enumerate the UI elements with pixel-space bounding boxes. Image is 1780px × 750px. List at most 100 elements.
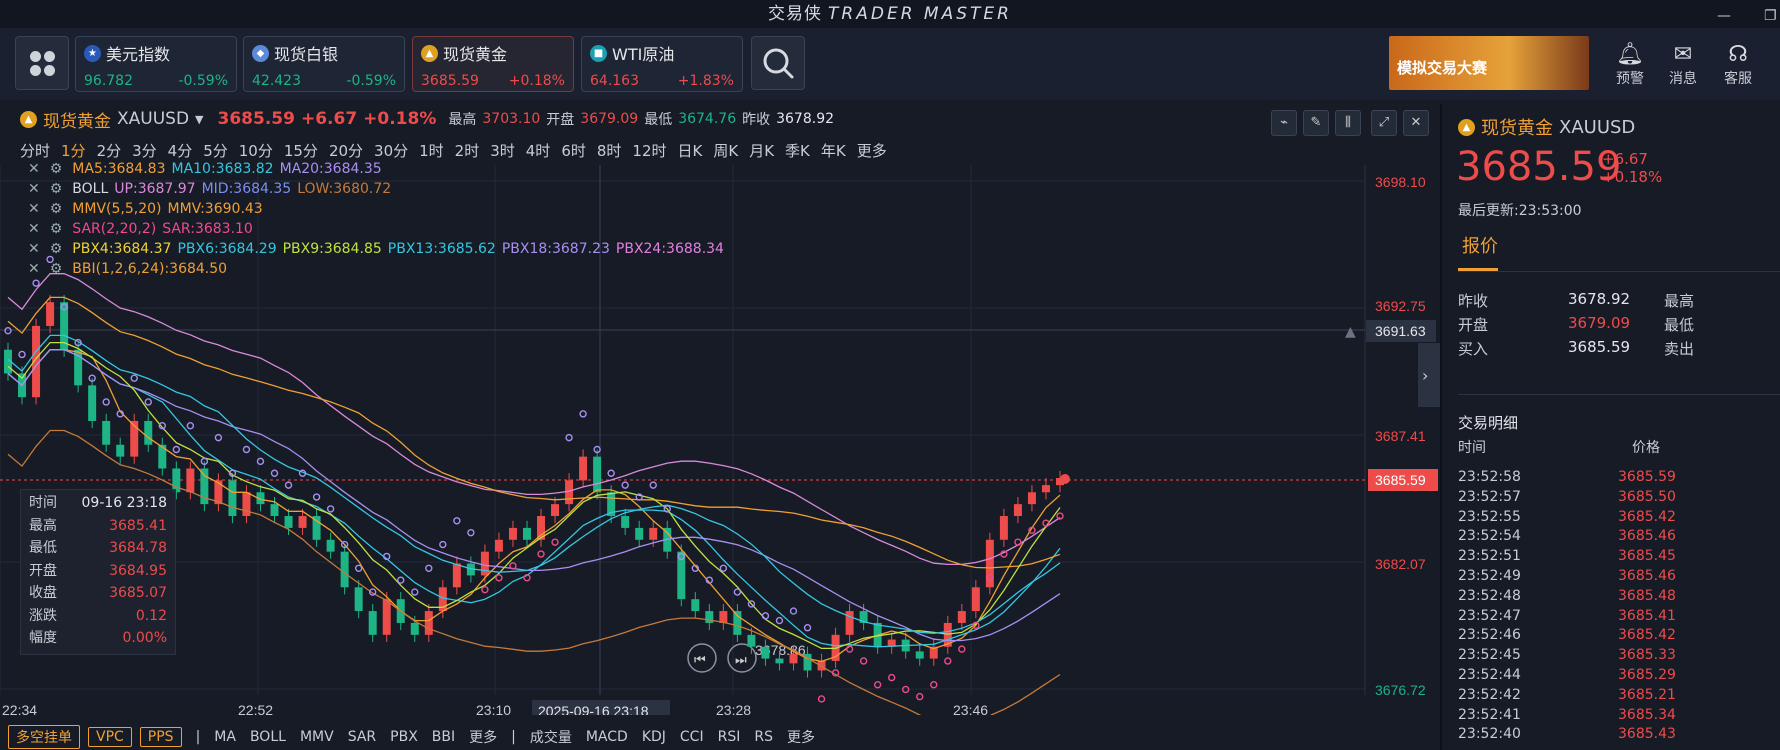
main-indicator-1[interactable]: BOLL <box>249 729 286 745</box>
gear-icon[interactable]: ⚙ <box>49 241 63 257</box>
main-indicator-4[interactable]: PBX <box>390 729 418 745</box>
deals-list[interactable]: 23:52:58 3685.59 23:52:57 3685.50 23:52:55 36… <box>1458 468 1676 745</box>
period-tab[interactable]: 1分 <box>61 142 86 160</box>
sar-dot <box>74 338 82 347</box>
sub-indicator-6[interactable]: 更多 <box>786 730 815 746</box>
tab-quote[interactable]: 报价 <box>1462 236 1498 257</box>
period-tab[interactable]: 1时 <box>419 142 444 160</box>
gear-icon[interactable]: ⚙ <box>49 201 63 217</box>
period-tab[interactable]: 年K <box>820 142 846 160</box>
candle-body <box>102 420 111 445</box>
period-tab[interactable]: 4时 <box>525 142 551 160</box>
deal-row: 23:52:55 3685.42 <box>1458 508 1676 528</box>
draw-pen-icon[interactable]: ✎ <box>1303 110 1329 136</box>
sar-dot <box>186 422 195 430</box>
candle-body <box>957 611 966 623</box>
ticker-silver[interactable]: ◆ 现货白银 42.423 -0.59% <box>243 36 405 92</box>
period-tab[interactable]: 15分 <box>283 142 318 160</box>
gear-icon[interactable]: ⚙ <box>49 161 63 177</box>
period-tab[interactable]: 周K <box>713 142 739 160</box>
expand-panel-handle[interactable] <box>1418 343 1440 407</box>
next-icon-glyph[interactable]: ⏭ <box>735 653 747 668</box>
next-icon[interactable] <box>727 643 757 673</box>
sub-indicator-3[interactable]: CCI <box>679 729 704 745</box>
symbol-code[interactable]: XAUUSD <box>117 109 190 129</box>
chart-header: ▲ 现货黄金 XAUUSD ▼ 3685.59 +6.67 +0.18% 最高 37… <box>0 104 1436 134</box>
main-indicator-2[interactable]: MMV <box>299 729 334 745</box>
gear-icon[interactable]: ⚙ <box>49 181 63 197</box>
deal-price: 3685.59 <box>1618 469 1676 485</box>
toggle-pps[interactable]: PPS <box>139 727 182 747</box>
main-indicator-6[interactable]: 更多 <box>469 730 498 746</box>
close-icon[interactable]: ✕ <box>28 221 40 237</box>
period-tab[interactable]: 更多 <box>856 142 887 160</box>
period-tab[interactable]: 6时 <box>561 142 586 160</box>
period-tab[interactable]: 20分 <box>328 142 364 160</box>
sub-indicator-2[interactable]: KDJ <box>641 729 666 745</box>
indicator-icon[interactable]: ⌁ <box>1271 110 1297 136</box>
sar-dot <box>425 564 433 572</box>
close-icon[interactable]: ✕ <box>28 201 40 217</box>
gear-icon[interactable]: ⚙ <box>49 261 63 277</box>
bell-icon[interactable]: ▲ <box>1345 324 1356 340</box>
period-tab[interactable]: 12时 <box>632 142 667 160</box>
deals-title: 交易明细 <box>1458 414 1519 432</box>
expand-icon[interactable]: ⤢ <box>1371 110 1397 136</box>
candle-type-icon[interactable]: ⫼ <box>1335 110 1361 136</box>
alert-button[interactable]: 🔔︎ 预警 <box>1605 42 1655 88</box>
period-tab[interactable]: 5分 <box>203 142 228 160</box>
prev-icon[interactable] <box>687 643 717 673</box>
legend-value: BOLL <box>72 181 109 197</box>
deal-row: 23:52:42 3685.21 <box>1458 686 1676 706</box>
period-tab[interactable]: 季K <box>785 142 810 160</box>
message-button[interactable]: ✉ 消息 <box>1658 42 1708 88</box>
sub-indicator-0[interactable]: 成交量 <box>529 730 572 746</box>
ticker-wti-oil[interactable]: ■ WTI原油 64.163 +1.83% <box>581 36 743 92</box>
period-tab[interactable]: 8时 <box>596 142 622 160</box>
gear-icon[interactable]: ⚙ <box>49 221 63 237</box>
candle-body <box>186 468 195 493</box>
period-tab[interactable]: 月K <box>749 142 775 160</box>
sub-indicator-1[interactable]: MACD <box>585 729 628 745</box>
crosshair-price: 3691.63 <box>1375 323 1426 339</box>
sub-indicator-5[interactable]: RS <box>754 729 773 745</box>
period-tab[interactable]: 3分 <box>132 142 157 160</box>
chevron-right-icon[interactable]: › <box>1422 366 1428 385</box>
minimize-icon[interactable]: — <box>1717 8 1732 24</box>
period-tab[interactable]: 3时 <box>490 142 515 160</box>
silver-coin-icon: ◆ <box>252 44 269 62</box>
apps-menu-button[interactable] <box>15 36 69 90</box>
toggle-多空挂单[interactable]: 多空挂单 <box>8 725 80 749</box>
close-icon[interactable]: ✕ <box>1403 110 1429 136</box>
main-indicator-5[interactable]: BBI <box>431 729 456 745</box>
restore-icon[interactable]: ❐ <box>1764 8 1778 24</box>
period-tab[interactable]: 10分 <box>238 142 273 160</box>
main-indicator-3[interactable]: SAR <box>347 729 377 745</box>
service-button[interactable]: ☊ 客服 <box>1713 42 1763 88</box>
search-button[interactable] <box>751 36 805 90</box>
price-chart[interactable]: 3698.10 3692.75 3687.41 3682.07 3676.72 3691.… <box>0 161 1440 722</box>
prev-icon-glyph[interactable]: ⏮ <box>694 653 706 668</box>
period-tab[interactable]: 4分 <box>167 142 193 160</box>
chevron-down-icon[interactable]: ▼ <box>195 112 204 126</box>
candlestick-chart[interactable]: 3698.10 3692.75 3687.41 3682.07 3676.72 3691.… <box>0 165 1440 722</box>
period-tab[interactable]: 30分 <box>374 142 409 160</box>
main-indicator-0[interactable]: MA <box>214 729 236 745</box>
apps-grid-icon <box>30 65 41 76</box>
symbol-name[interactable]: 现货黄金 <box>43 111 111 132</box>
sub-indicator-4[interactable]: RSI <box>717 729 741 745</box>
ticker-usd-index[interactable]: ★ 美元指数 96.782 -0.59% <box>75 36 237 92</box>
period-tab[interactable]: 2时 <box>454 142 480 160</box>
close-icon[interactable]: ✕ <box>28 181 40 197</box>
sar-dot <box>859 657 868 665</box>
close-icon[interactable]: ✕ <box>28 261 40 277</box>
ticker-gold[interactable]: ▲ 现货黄金 3685.59 +0.18% <box>412 36 574 92</box>
trading-contest-banner[interactable]: 模拟交易大赛 <box>1389 36 1589 90</box>
toggle-vpc[interactable]: VPC <box>88 727 132 747</box>
close-icon[interactable]: ✕ <box>28 241 40 257</box>
period-tab[interactable]: 分时 <box>20 142 51 160</box>
close-icon[interactable]: ✕ <box>28 161 40 177</box>
tooltip-value: 09-16 23:18 <box>81 495 167 511</box>
period-tab[interactable]: 日K <box>677 142 703 160</box>
period-tab[interactable]: 2分 <box>96 142 122 160</box>
